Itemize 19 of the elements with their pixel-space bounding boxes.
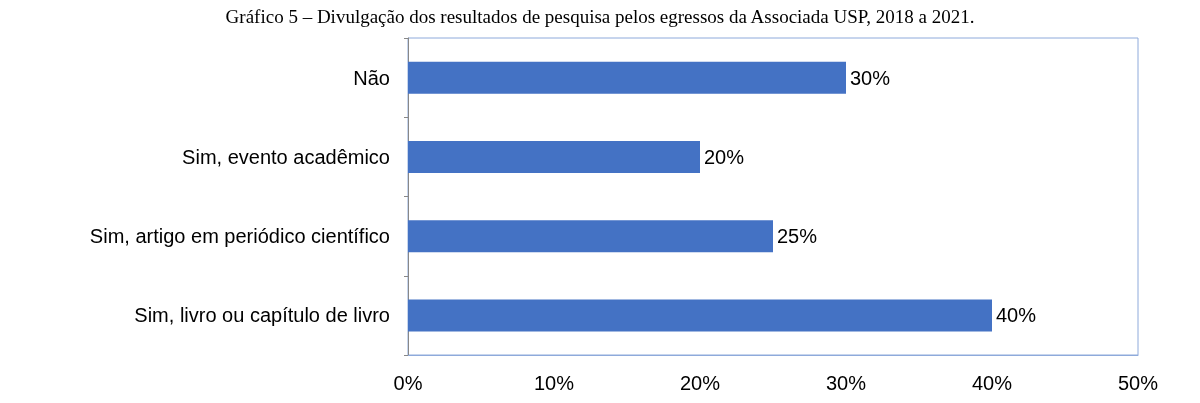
y-tick-label: Sim, evento acadêmico bbox=[182, 145, 390, 168]
bar bbox=[408, 299, 992, 332]
x-tick-label: 20% bbox=[679, 372, 721, 394]
bar bbox=[408, 61, 846, 94]
data-label: 20% bbox=[704, 145, 745, 168]
data-label: 30% bbox=[850, 66, 891, 89]
chart-title: Gráfico 5 – Divulgação dos resultados de pesquisa pelos egressos da Associada USP, 2018 a 2021. bbox=[225, 6, 975, 27]
data-label: 25% bbox=[777, 225, 818, 248]
bar bbox=[408, 220, 773, 253]
x-tick-label: 50% bbox=[1117, 372, 1159, 394]
y-tick-label: Sim, artigo em periódico científico bbox=[89, 225, 390, 248]
data-label: 40% bbox=[996, 304, 1037, 327]
bar bbox=[408, 140, 700, 173]
x-tick-label: 10% bbox=[533, 372, 575, 394]
y-tick-label: Não bbox=[353, 66, 390, 89]
x-tick-label: 30% bbox=[825, 372, 867, 394]
x-tick-label: 40% bbox=[971, 372, 1013, 394]
y-tick-label: Sim, livro ou capítulo de livro bbox=[134, 304, 390, 327]
x-tick-label: 0% bbox=[393, 372, 423, 394]
